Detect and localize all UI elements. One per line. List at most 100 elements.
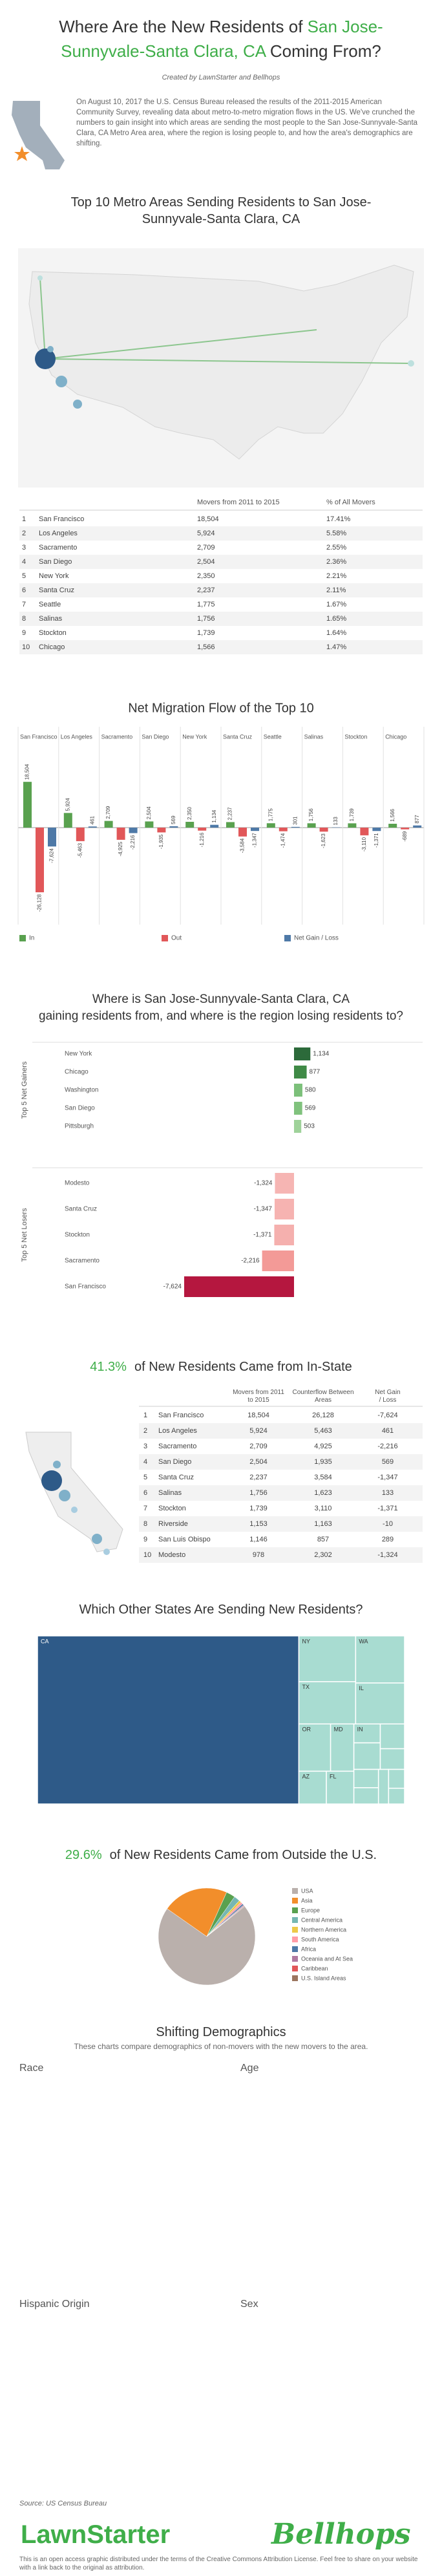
table-cell: 1 <box>22 515 26 523</box>
category-label: Chicago <box>65 1069 89 1076</box>
table-cell: 2 <box>22 530 26 537</box>
table-cell: 8 <box>22 615 26 623</box>
headline-highlight: 29.6% <box>65 1848 102 1862</box>
data-label: 1,134 <box>211 810 217 823</box>
cell-label: AZ <box>302 1774 310 1780</box>
legend-swatch <box>19 935 26 941</box>
table-cell: 18,504 <box>247 1411 269 1419</box>
data-label: -1,347 <box>254 1206 273 1213</box>
flow-line <box>45 329 317 360</box>
group-label: Top 5 Net Gainers <box>21 1061 28 1119</box>
data-label: 569 <box>171 815 176 824</box>
california-shape <box>12 101 65 169</box>
map-bubble <box>41 1470 62 1491</box>
map-bubble <box>92 1534 102 1544</box>
cell-label: FL <box>330 1774 337 1780</box>
data-label: 2,504 <box>146 806 152 820</box>
row-band <box>19 583 423 597</box>
row-band <box>139 1547 423 1563</box>
table-cell: 2.21% <box>326 572 346 580</box>
table-cell: San Diego <box>39 558 72 566</box>
panel-label: New York <box>182 733 207 740</box>
table-cell: 1,623 <box>314 1489 332 1497</box>
data-label: 2,237 <box>227 807 233 821</box>
bar <box>104 821 113 828</box>
data-label: -26,128 <box>37 894 43 912</box>
top10-table: Movers from 2011 to 2015 % of All Movers 1… <box>19 499 423 654</box>
table-cell: -2,216 <box>377 1443 397 1450</box>
map-bubble <box>47 346 54 352</box>
category-label: Santa Cruz <box>65 1206 97 1213</box>
us-outline <box>28 264 414 460</box>
table-cell: -1,371 <box>377 1505 397 1512</box>
cell-label: WA <box>359 1638 368 1644</box>
category-label: New York <box>65 1051 92 1058</box>
bar <box>185 822 195 828</box>
cell-label: MD <box>334 1726 343 1733</box>
source: Source: US Census Bureau <box>19 2500 107 2507</box>
table-cell: 1.47% <box>326 643 346 651</box>
bar <box>116 828 125 840</box>
table-cell: 6 <box>22 586 26 594</box>
row-band <box>19 526 423 541</box>
table-cell: 1,756 <box>197 615 215 623</box>
table-cell: -7,624 <box>377 1411 397 1419</box>
table-cell: 3,584 <box>314 1474 332 1481</box>
row-band <box>139 1516 423 1532</box>
bar <box>198 828 207 831</box>
cell-label: CA <box>41 1638 49 1644</box>
bar <box>291 826 300 828</box>
table-cell: 10 <box>22 643 30 651</box>
flow-line <box>45 358 412 364</box>
legend-swatch <box>292 1927 298 1933</box>
table-cell: 461 <box>382 1427 394 1435</box>
data-label: 2,350 <box>187 806 193 820</box>
data-label: 5,924 <box>65 798 70 811</box>
data-label: 877 <box>414 815 420 824</box>
bar <box>274 1225 294 1245</box>
legend-label: Europe <box>301 1907 320 1913</box>
map-bubble <box>73 400 82 409</box>
treemap-cell <box>353 1768 379 1788</box>
bar <box>63 813 72 828</box>
section-subtitle: These charts compare demographics of non… <box>74 2042 368 2051</box>
headline-part: of New Residents Came from In-State <box>134 1360 352 1374</box>
treemap-cell <box>353 1787 379 1805</box>
category-label: Sacramento <box>65 1258 100 1265</box>
main-title: Where Are the New Residents of San Jose-… <box>0 14 442 63</box>
pie-chart: 29.6% of New Residents Came from Outside … <box>65 1848 377 1986</box>
table-cell: -1,347 <box>377 1474 397 1481</box>
headline-text: of New Residents Came from Outside the U… <box>110 1848 377 1862</box>
column-header: Counterflow Between Areas <box>292 1389 353 1404</box>
data-label: 2,709 <box>105 806 111 819</box>
table-cell: Chicago <box>39 643 65 651</box>
data-label: -1,623 <box>321 833 326 848</box>
bar <box>210 824 219 828</box>
table-cell: Salinas <box>39 615 63 623</box>
table-cell: 10 <box>143 1551 151 1559</box>
table-cell: 2.55% <box>326 544 346 552</box>
panel-title: Sex <box>240 2299 258 2310</box>
category-label: Washington <box>65 1087 98 1094</box>
table-cell: 978 <box>253 1551 264 1559</box>
panel-title: Age <box>240 2063 259 2074</box>
bar <box>129 828 138 833</box>
table-cell: 1.65% <box>326 615 346 623</box>
headline-part: 41.3% <box>90 1360 127 1374</box>
legend-swatch <box>292 1888 298 1894</box>
table-cell: 1,146 <box>249 1536 268 1543</box>
title-text: Coming From? <box>265 41 381 61</box>
panel-label: Stockton <box>344 733 367 740</box>
bar <box>157 828 166 833</box>
bar <box>294 1120 302 1133</box>
data-label: -4,925 <box>118 841 123 856</box>
bar <box>348 823 357 828</box>
table-cell: 2,237 <box>249 1474 268 1481</box>
data-label: 1,134 <box>313 1051 329 1058</box>
table-cell: 857 <box>317 1536 329 1543</box>
bar <box>294 1084 302 1097</box>
bar <box>23 782 32 828</box>
panel-label: Chicago <box>385 733 406 740</box>
legend-label: In <box>29 935 34 942</box>
map-bubble <box>35 349 56 369</box>
